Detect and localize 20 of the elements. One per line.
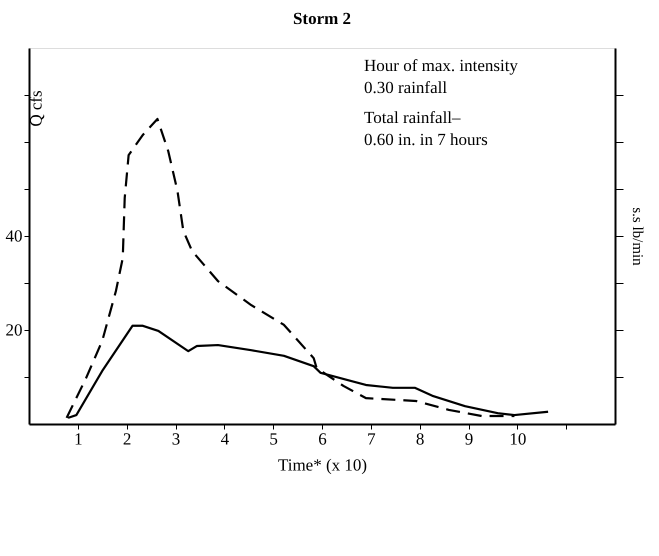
y-tick-label: 20 [6,320,22,340]
annotation: Total rainfall– [364,108,462,127]
y-axis-title: Q cfs [26,90,46,127]
x-tick-label: 3 [172,430,180,448]
x-tick-label: 5 [269,430,278,448]
x-tick-label: 9 [464,430,474,448]
x-tick-label: 1 [74,430,83,448]
annotation: 0.60 in. in 7 hours [364,130,488,149]
x-tick-label: 10 [509,430,526,448]
y-tick-label: 40 [6,226,22,246]
x-tick-label: 4 [220,430,230,448]
x-axis-title: Time* (x 10) [278,456,368,474]
x-tick-label: 8 [416,430,424,448]
y2-axis-title: s.s lb/min [629,207,645,266]
chart-title: Storm 2 [292,9,352,28]
x-tick-label: 7 [367,430,376,448]
annotation: 0.30 rainfall [364,78,448,97]
x-tick-label: 6 [318,430,327,448]
x-tick-label: 2 [122,430,132,448]
annotation: Hour of max. intensity [364,56,518,75]
